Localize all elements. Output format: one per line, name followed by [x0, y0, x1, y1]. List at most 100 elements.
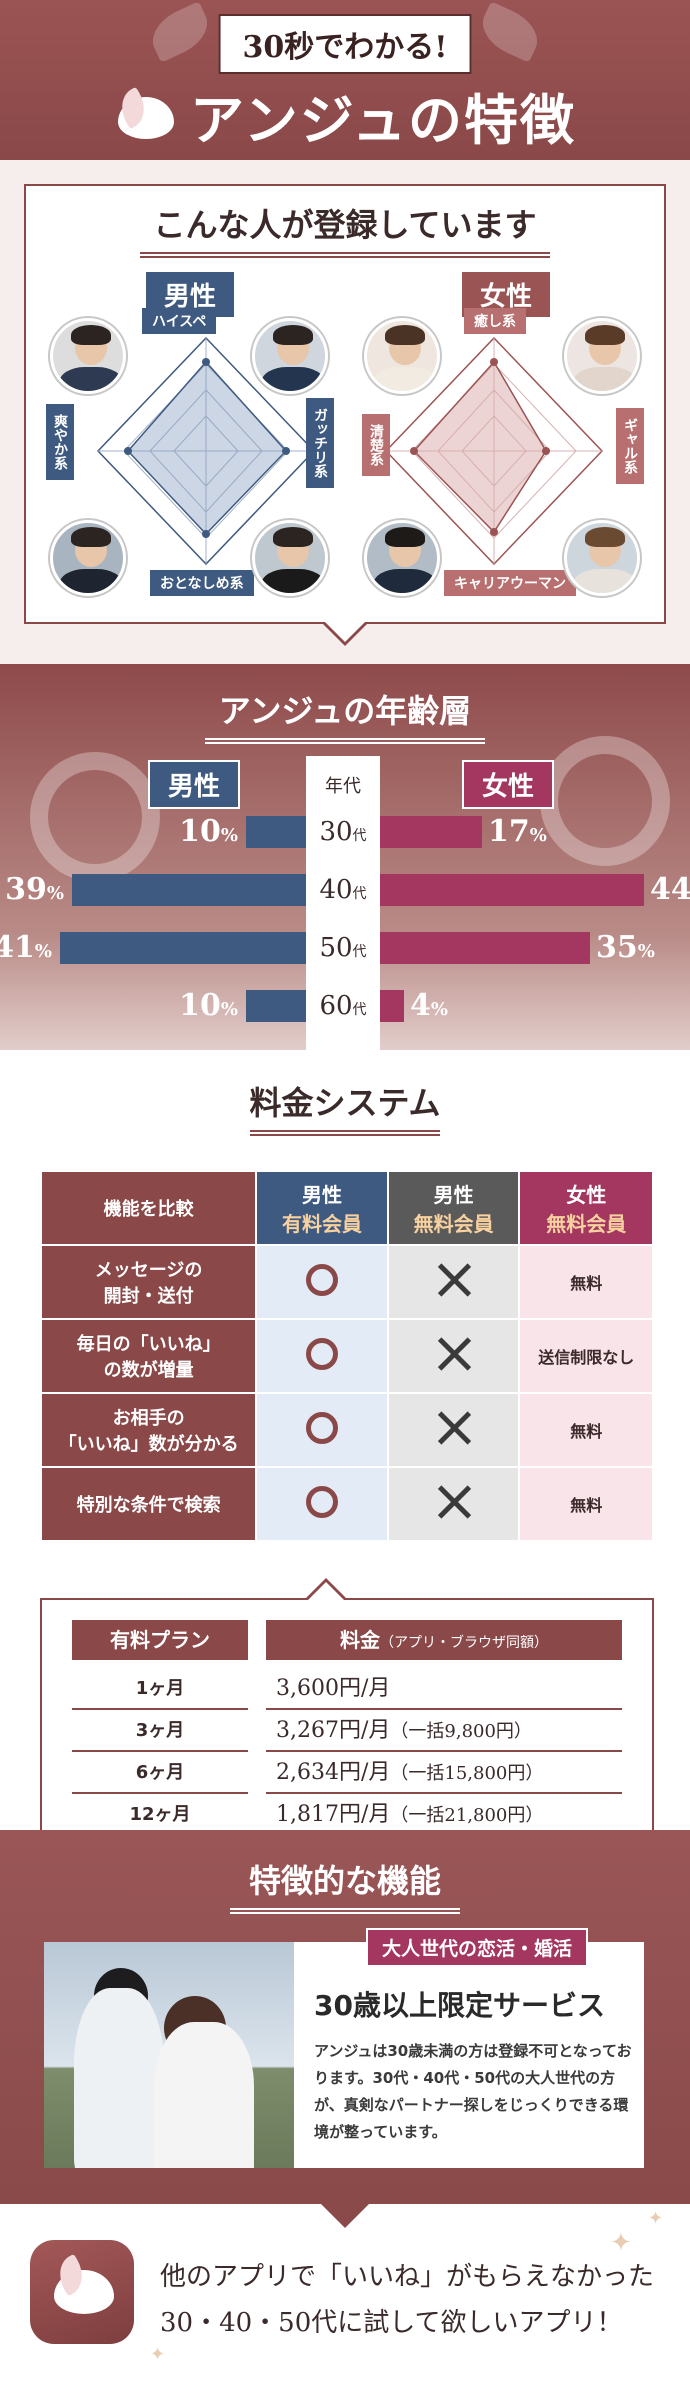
title-underline: [230, 1908, 460, 1914]
features-section: 特徴的な機能 大人世代の恋活・婚活 30歳以上限定サービス アンジュは30歳未満…: [0, 1830, 690, 2204]
age-row: 60代 10% 4%: [0, 990, 690, 1022]
footer-message: 他のアプリで「いいね」がもらえなかった 30・40・50代に試して欲しいアプリ！: [160, 2254, 654, 2346]
male-tag: 男性: [148, 760, 241, 809]
female-bar: [380, 990, 404, 1022]
female-avatar: [364, 520, 440, 596]
plan-duration: 3ヶ月: [72, 1710, 248, 1752]
male-avatar: [252, 520, 328, 596]
female-type-label-left: 清楚系: [362, 414, 390, 476]
male-percent-label: 39%: [5, 872, 64, 907]
plan-row: 6ヶ月 2,634円/月（一括15,800円）: [72, 1752, 622, 1794]
female-percent-label: 17%: [488, 814, 547, 849]
section-title: 料金システム: [249, 1084, 441, 1122]
unavailable-cell: [386, 1392, 521, 1468]
available-cell: [255, 1244, 389, 1320]
age-row: 50代 41% 35%: [0, 932, 690, 964]
female-cell: 無料: [518, 1466, 654, 1542]
feature-cell: 特別な条件で検索: [39, 1466, 258, 1542]
female-type-label-bottom: キャリアウーマン: [444, 570, 576, 596]
feather-icon: [474, 1, 546, 63]
female-tag: 女性: [462, 760, 555, 809]
age-row: 30代 10% 17%: [0, 816, 690, 848]
plan-duration: 1ヶ月: [72, 1668, 248, 1710]
male-avatar: [50, 520, 126, 596]
plan-price: 3,267円/月（一括9,800円）: [266, 1710, 622, 1752]
feature-header: 機能を比較: [39, 1170, 258, 1246]
hero-title-row: アンジュの特徴: [0, 76, 690, 155]
female-avatar: [564, 520, 640, 596]
male-type-label-top: ハイスペ: [142, 308, 217, 334]
female-bar: [380, 932, 590, 964]
table-row: メッセージの 開封・送付 無料: [39, 1244, 654, 1320]
plan-row: 3ヶ月 3,267円/月（一括9,800円）: [72, 1710, 622, 1752]
footer-line-2: 30・40・50代に試して欲しいアプリ！: [160, 2308, 623, 2338]
table-row: お相手の 「いいね」数が分かる 無料: [39, 1392, 654, 1468]
price-header: 料金（アプリ・ブラウザ同額）: [266, 1620, 622, 1660]
feature-badge: 大人世代の恋活・婚活: [366, 1928, 589, 1967]
available-cell: [255, 1392, 389, 1468]
male-radar-chart: [96, 336, 316, 566]
female-bar: [380, 816, 482, 848]
circle-icon: [306, 1412, 339, 1444]
section-title: 特徴的な機能: [248, 1862, 441, 1900]
title-underline: [140, 252, 550, 258]
table-header-row: 機能を比較 男性 有料会員 男性 無料会員 女性 無料会員: [39, 1170, 654, 1246]
age-label: 50代: [319, 933, 367, 963]
sparkle-icon: ✦: [610, 2228, 632, 2258]
cross-icon: [437, 1411, 471, 1445]
title-underline: [205, 738, 485, 744]
footer-section: 他のアプリで「いいね」がもらえなかった 30・40・50代に試して欲しいアプリ！…: [0, 2204, 690, 2385]
table-row: 毎日の「いいね」 の数が増量 送信制限なし: [39, 1318, 654, 1394]
table-row: 特別な条件で検索 無料: [39, 1466, 654, 1542]
title-underline: [250, 1130, 440, 1136]
feature-description: アンジュは30歳未満の方は登録不可となっております。30代・40代・50代の大人…: [314, 2042, 632, 2141]
age-column: 年代: [306, 756, 380, 1050]
sparkle-icon: ✦: [648, 2208, 664, 2229]
male-type-label-right: ガッチリ系: [306, 398, 334, 488]
male-percent-label: 10%: [179, 814, 238, 849]
male-avatar: [252, 318, 328, 394]
unavailable-cell: [386, 1466, 521, 1542]
section-title: アンジュの年齢層: [218, 692, 472, 730]
sparkle-icon: ✦: [150, 2344, 166, 2365]
male-percent-label: 10%: [179, 988, 238, 1023]
cross-icon: [437, 1263, 471, 1297]
hero-tagline: 30秒でわかる!: [218, 14, 472, 74]
female-percent-label: 44%: [650, 872, 690, 907]
male-bar: [60, 932, 306, 964]
male-type-label-left: 爽やか系: [46, 404, 74, 480]
age-column-header: 年代: [325, 776, 361, 797]
feature-card: 大人世代の恋活・婚活 30歳以上限定サービス アンジュは30歳未満の方は登録不可…: [44, 1928, 644, 2168]
plan-header: 有料プラン: [72, 1620, 248, 1660]
circle-icon: [306, 1264, 339, 1296]
male-avatar: [50, 318, 126, 394]
feature-comparison-table: 機能を比較 男性 有料会員 男性 無料会員 女性 無料会員 メッセージの 開封・送付 無…: [39, 1170, 654, 1542]
male-percent-label: 41%: [0, 930, 52, 965]
plan-row: 1ヶ月 3,600円/月: [72, 1668, 622, 1710]
male-bar: [246, 816, 306, 848]
female-cell: 無料: [518, 1392, 654, 1468]
female-cell: 送信制限なし: [518, 1318, 654, 1394]
available-cell: [255, 1318, 389, 1394]
male-bar: [246, 990, 306, 1022]
age-label: 30代: [319, 817, 367, 847]
feature-cell: お相手の 「いいね」数が分かる: [39, 1392, 258, 1468]
male-bar: [72, 874, 306, 906]
male-type-label-bottom: おとなしめ系: [150, 570, 254, 596]
female-avatar: [564, 318, 640, 394]
who-registers-section: こんな人が登録しています 男性 ハイスペ 爽やか系 ガッチリ系 おとなしめ系 女…: [0, 160, 690, 664]
cross-icon: [437, 1337, 471, 1371]
female-radar-chart: [384, 336, 604, 566]
circle-icon: [306, 1486, 339, 1518]
app-logo-icon: [30, 2240, 134, 2344]
age-row: 40代 39% 44%: [0, 874, 690, 906]
pricing-section: 料金システム 機能を比較 男性 有料会員 男性 無料会員 女性 無料会員 メッセージの…: [0, 1050, 690, 1854]
feature-cell: 毎日の「いいね」 の数が増量: [39, 1318, 258, 1394]
male-paid-header: 男性 有料会員: [255, 1170, 389, 1246]
female-avatar: [364, 318, 440, 394]
female-percent-label: 35%: [596, 930, 655, 965]
female-type-label-top: 癒し系: [464, 308, 526, 334]
footer-line-1: 他のアプリで「いいね」がもらえなかった: [160, 2262, 655, 2292]
feature-headline: 30歳以上限定サービス: [314, 1989, 605, 2022]
feature-cell: メッセージの 開封・送付: [39, 1244, 258, 1320]
